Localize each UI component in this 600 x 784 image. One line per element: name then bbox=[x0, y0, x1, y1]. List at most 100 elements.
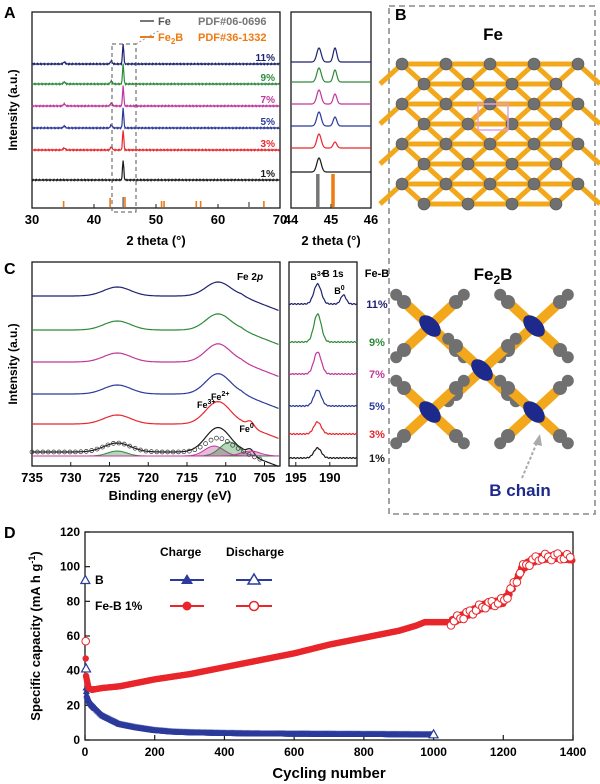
c-peak-label: Fe0 bbox=[239, 423, 254, 434]
panel-d-plot: 0 200 400 600 800 1000 1200 1400 0 20 40 60 80 100 120 bbox=[60, 525, 587, 759]
fe-atom bbox=[483, 57, 497, 71]
c-series-label: 7% bbox=[369, 369, 385, 381]
fe2b-b-atom bbox=[419, 401, 441, 423]
c-data-point bbox=[241, 448, 246, 454]
panel-c-zoom-title: B 1s bbox=[322, 269, 344, 280]
panel-b-fe2b-title: Fe2B bbox=[474, 265, 513, 287]
a-zoom-series-7% bbox=[291, 89, 371, 105]
fe-atom bbox=[461, 157, 475, 171]
c-data-point bbox=[235, 446, 241, 451]
a-zoom-xtick-label: 45 bbox=[324, 212, 338, 227]
panel-a-xlabel: 2 theta (°) bbox=[126, 233, 185, 248]
c-data-point bbox=[197, 444, 203, 450]
fe-atom bbox=[549, 77, 563, 91]
c-zoom-series-1% bbox=[288, 446, 357, 460]
c-series-7% bbox=[32, 343, 279, 377]
a-xtick-label: 40 bbox=[87, 212, 101, 227]
a-series-11% bbox=[32, 44, 280, 66]
c-data-point bbox=[143, 448, 149, 454]
c-series-label: 3% bbox=[369, 429, 385, 441]
panel-d: D 0 200 400 600 800 1000 1200 1400 0 20 40 60 80 100 1… bbox=[4, 525, 587, 782]
legend-feb-discharge-marker bbox=[248, 600, 260, 612]
fe-atom bbox=[505, 117, 519, 131]
c-data-point bbox=[105, 442, 111, 448]
fe-atom bbox=[417, 117, 431, 131]
panel-a-zoom-plot: 44 45 46 bbox=[284, 47, 378, 227]
fe-atom bbox=[395, 177, 409, 191]
d-xtick-label: 800 bbox=[354, 745, 374, 759]
c-data-point bbox=[186, 448, 192, 454]
c-data-point bbox=[149, 449, 154, 454]
legend-b-charge-marker bbox=[181, 574, 193, 584]
d-ytick-label: 20 bbox=[67, 698, 81, 712]
c-xtick-label: 720 bbox=[137, 470, 159, 485]
c-xtick-label: 705 bbox=[254, 470, 276, 485]
c-series-9% bbox=[32, 313, 279, 345]
fe-atom bbox=[549, 117, 563, 131]
a-zoom-xtick-label: 44 bbox=[284, 212, 299, 227]
panel-b-frame bbox=[388, 5, 596, 515]
fe-atom bbox=[549, 157, 563, 171]
d-b-discharge-point bbox=[80, 662, 92, 673]
c-data-point bbox=[111, 441, 116, 446]
legend-fe2b-label: Fe2B bbox=[158, 32, 183, 46]
c-zoom-xtick-label: 195 bbox=[285, 470, 307, 485]
c-series-label: 1% bbox=[369, 453, 385, 465]
fe2b-fe-atom bbox=[442, 332, 455, 345]
c-data-point bbox=[35, 449, 40, 455]
fe-atom bbox=[571, 57, 585, 71]
fe-atom bbox=[439, 137, 453, 151]
c-series-3% bbox=[32, 400, 279, 439]
c-series-11% bbox=[32, 281, 279, 311]
legend-b-label: B bbox=[95, 573, 104, 587]
a-xtick-label: 70 bbox=[273, 212, 287, 227]
c-data-point bbox=[154, 449, 160, 455]
d-ytick-label: 120 bbox=[60, 525, 80, 539]
c-data-point bbox=[138, 447, 143, 453]
c-data-point bbox=[45, 449, 51, 455]
panel-b: B Fe Fe2B B chain bbox=[378, 5, 600, 515]
c-zoom-b0-label: B0 bbox=[334, 285, 345, 296]
panel-a-main-plot: 30 40 50 60 70 1% 3% 5% 7% 9% 11% bbox=[25, 44, 287, 227]
fe-atom bbox=[483, 177, 497, 191]
c-data-point bbox=[100, 444, 105, 450]
c-data-point bbox=[208, 437, 214, 443]
c-series-label: 9% bbox=[369, 337, 385, 349]
a-series-1% bbox=[31, 160, 280, 182]
d-feb-discharge-point bbox=[565, 552, 575, 562]
c-peak-label: Fe3+ bbox=[197, 399, 216, 410]
fe-crystal-structure bbox=[378, 57, 600, 211]
c-data-point bbox=[67, 449, 73, 455]
fe2b-b-atom bbox=[471, 359, 493, 381]
c-data-point bbox=[257, 456, 263, 462]
c-data-point bbox=[127, 443, 132, 449]
d-xtick-label: 0 bbox=[82, 745, 89, 759]
d-ytick-label: 60 bbox=[67, 629, 81, 643]
fe-unit-cell bbox=[477, 103, 509, 131]
panel-label-d: D bbox=[4, 525, 16, 542]
d-xtick-label: 200 bbox=[145, 745, 165, 759]
d-ytick-label: 100 bbox=[60, 560, 80, 574]
panel-c-zoom-frame bbox=[288, 261, 358, 467]
panel-a-zoom-connector-top bbox=[135, 29, 161, 45]
c-data-point bbox=[94, 446, 100, 452]
fe2b-fe-atom bbox=[457, 437, 470, 450]
a-xtick-label: 30 bbox=[25, 212, 39, 227]
fe2b-fe-atom bbox=[457, 288, 470, 301]
a-series-9% bbox=[31, 63, 280, 86]
fe-atom bbox=[439, 97, 453, 111]
d-b-discharge-point bbox=[428, 728, 440, 739]
fe-atom bbox=[527, 177, 541, 191]
fe-atom bbox=[527, 97, 541, 111]
d-xtick-label: 1000 bbox=[420, 745, 447, 759]
c-data-point bbox=[83, 449, 89, 454]
c-data-point bbox=[181, 449, 187, 455]
c-data-point bbox=[192, 447, 198, 453]
fe2b-fe-atom bbox=[457, 374, 470, 387]
c-data-point bbox=[170, 449, 176, 455]
a-zoom-series-5% bbox=[291, 111, 371, 127]
a-zoom-series-9% bbox=[291, 67, 371, 83]
c-zoom-series-9% bbox=[288, 313, 358, 344]
panel-c-ylabel: Intensity (a.u.) bbox=[6, 323, 20, 404]
